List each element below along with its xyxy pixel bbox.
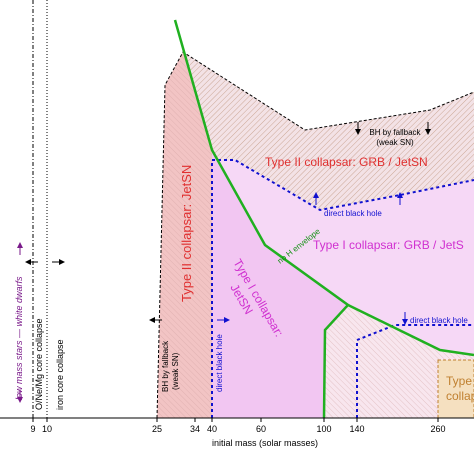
tick-label: 40: [207, 424, 217, 434]
region-label: Type II collapsar: JetSN: [179, 165, 194, 302]
region-label: low mass stars — white dwarfs: [14, 276, 24, 400]
region-hatch: [324, 305, 474, 418]
tick-label: 25: [152, 424, 162, 434]
tick-label: 9: [30, 424, 35, 434]
tick-label: 140: [349, 424, 364, 434]
region-label: collaps: [446, 389, 474, 403]
region-hatch: [157, 52, 212, 418]
region-label: (weak SN): [171, 352, 180, 390]
region-label: direct black hole: [215, 334, 224, 392]
direct-bh-boundary: [356, 324, 474, 418]
tick-label: 260: [430, 424, 445, 434]
x-axis-label: initial mass (solar masses): [212, 438, 318, 448]
type-iii-region: [438, 360, 474, 418]
h-envelope-line: [173, 19, 350, 419]
tick-marks: [32, 418, 439, 422]
region-label: BH by fallback: [161, 340, 170, 392]
region-label: direct black hole: [324, 209, 382, 218]
fallback-boundary: [156, 51, 474, 419]
type-i-jetsn-region: [212, 150, 348, 418]
tick-label: 34: [190, 424, 200, 434]
tick-label: 100: [316, 424, 331, 434]
region-label: iron core collapse: [55, 339, 65, 410]
region-label: Type I collapsar: GRB / JetS: [313, 238, 464, 252]
region-hatch: [183, 52, 474, 210]
region-label: Type II collapsar: GRB / JetSN: [265, 155, 428, 169]
h-envelope-line: [347, 303, 474, 357]
region-label: Type: [446, 374, 472, 388]
tick-label: 10: [42, 424, 52, 434]
direct-bh-boundary: [211, 159, 474, 418]
region-label: O/Ne/Mg core collapse: [34, 318, 44, 410]
tick-label: 60: [256, 424, 266, 434]
region-label: BH by fallback: [369, 128, 421, 137]
region-label: direct black hole: [410, 316, 468, 325]
type-i-grb-region: [212, 150, 474, 355]
region-label: (weak SN): [376, 138, 414, 147]
